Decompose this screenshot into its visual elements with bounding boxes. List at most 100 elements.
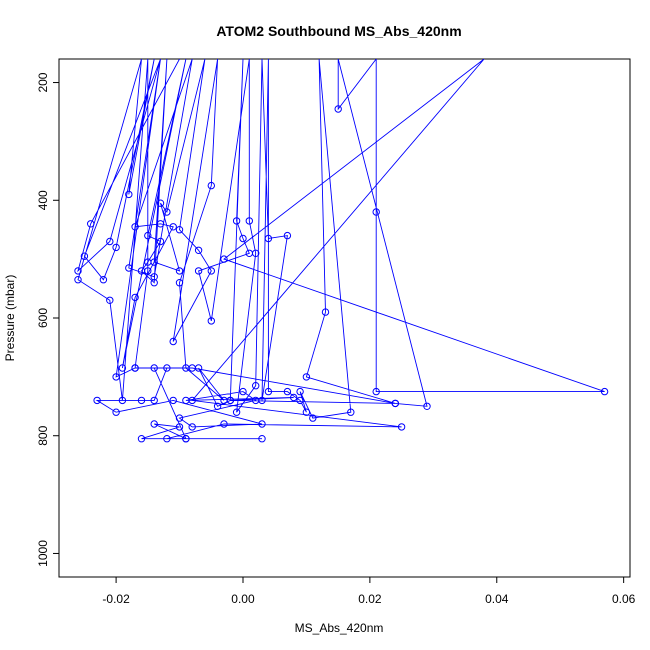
data-point [156, 199, 165, 207]
x-tick-label: 0.04 [485, 592, 509, 606]
data-point [296, 387, 304, 396]
data-point [106, 296, 114, 304]
data-point [397, 423, 406, 431]
data-point [290, 393, 298, 402]
data-point [150, 420, 158, 428]
data-point [207, 267, 216, 275]
data-point [321, 308, 330, 316]
y-tick-label: 1000 [36, 540, 50, 567]
data-point [169, 396, 177, 405]
data-point [182, 396, 190, 405]
data-point [175, 267, 184, 275]
y-tick-label: 200 [36, 72, 50, 92]
data-point [112, 373, 120, 381]
x-tick-label: 0.00 [231, 592, 255, 606]
data-point [137, 396, 146, 405]
data-point [252, 382, 260, 390]
data-point [264, 387, 273, 396]
data-point [245, 217, 254, 225]
data-point [302, 408, 311, 416]
data-point [391, 399, 399, 408]
data-point [150, 364, 158, 372]
data-point [182, 435, 190, 443]
data-point [252, 396, 260, 405]
data-point [163, 364, 171, 372]
data-point [169, 337, 177, 346]
data-point [106, 237, 114, 246]
series-line [77, 59, 605, 440]
data-point [232, 408, 241, 416]
data-layer [74, 59, 609, 443]
data-point [150, 396, 158, 405]
data-point [74, 276, 82, 284]
data-point [156, 237, 165, 246]
data-point [175, 279, 184, 287]
data-point [302, 373, 311, 381]
data-point [372, 208, 380, 216]
data-point [175, 423, 184, 431]
y-tick-label: 400 [36, 190, 50, 210]
chart-title: ATOM2 Southbound MS_Abs_420nm [216, 23, 461, 39]
x-tick-label: -0.02 [102, 592, 130, 606]
data-point [423, 402, 431, 410]
data-point [283, 387, 292, 396]
data-point [131, 223, 139, 231]
data-point [125, 264, 133, 272]
y-axis-label: Pressure (mbar) [3, 275, 17, 362]
data-point [239, 234, 247, 243]
data-point [188, 423, 196, 431]
data-point [258, 420, 266, 428]
plot-frame [58, 58, 631, 578]
data-point [163, 208, 171, 216]
data-point [239, 387, 247, 396]
data-point [220, 420, 228, 428]
data-point [213, 402, 222, 410]
data-point [118, 364, 127, 372]
data-point [252, 249, 260, 258]
data-point [232, 217, 241, 225]
data-point [372, 387, 380, 396]
data-point [137, 267, 146, 275]
data-point [334, 105, 342, 113]
data-point [131, 364, 139, 372]
data-point [163, 435, 171, 443]
data-point [226, 396, 235, 405]
data-point [309, 414, 317, 422]
data-point [220, 255, 228, 263]
y-tick-label: 600 [36, 308, 50, 328]
data-point [156, 220, 165, 228]
data-point [93, 396, 101, 405]
data-point [258, 435, 266, 443]
data-point [150, 258, 158, 266]
x-tick-label: 0.06 [612, 592, 636, 606]
data-point [347, 408, 355, 416]
data-point [137, 435, 146, 443]
data-point [80, 252, 89, 260]
y-tick-label: 800 [36, 425, 50, 445]
data-point [131, 293, 139, 302]
data-point [194, 246, 203, 255]
data-point [175, 226, 184, 234]
data-point [112, 408, 120, 416]
data-point [600, 387, 609, 396]
x-tick-label: 0.02 [358, 592, 382, 606]
data-point [169, 223, 177, 231]
data-point [99, 276, 108, 284]
data-point [296, 396, 304, 405]
data-point [283, 231, 292, 240]
data-point [74, 267, 82, 275]
data-point [175, 414, 184, 422]
data-point [264, 234, 273, 243]
data-point [144, 231, 152, 240]
x-axis-label: MS_Abs_420nm [295, 621, 384, 635]
data-point [188, 364, 196, 372]
data-point [112, 243, 120, 252]
data-point [207, 181, 216, 190]
data-point [125, 190, 133, 199]
y-axis: 200 400 600 800 1000 [36, 72, 60, 567]
data-point [87, 220, 95, 228]
data-point [118, 396, 127, 405]
data-point [194, 267, 203, 275]
data-point [150, 279, 158, 287]
